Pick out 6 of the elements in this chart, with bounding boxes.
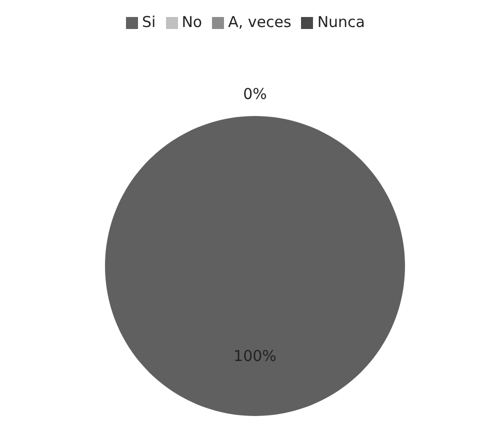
legend-label: Nunca	[317, 13, 365, 31]
text: 0%	[243, 85, 267, 103]
legend-label: Si	[142, 13, 156, 31]
legend-label: No	[182, 13, 202, 31]
data-label: 100%	[234, 347, 276, 365]
legend-label: A, veces	[228, 13, 292, 31]
